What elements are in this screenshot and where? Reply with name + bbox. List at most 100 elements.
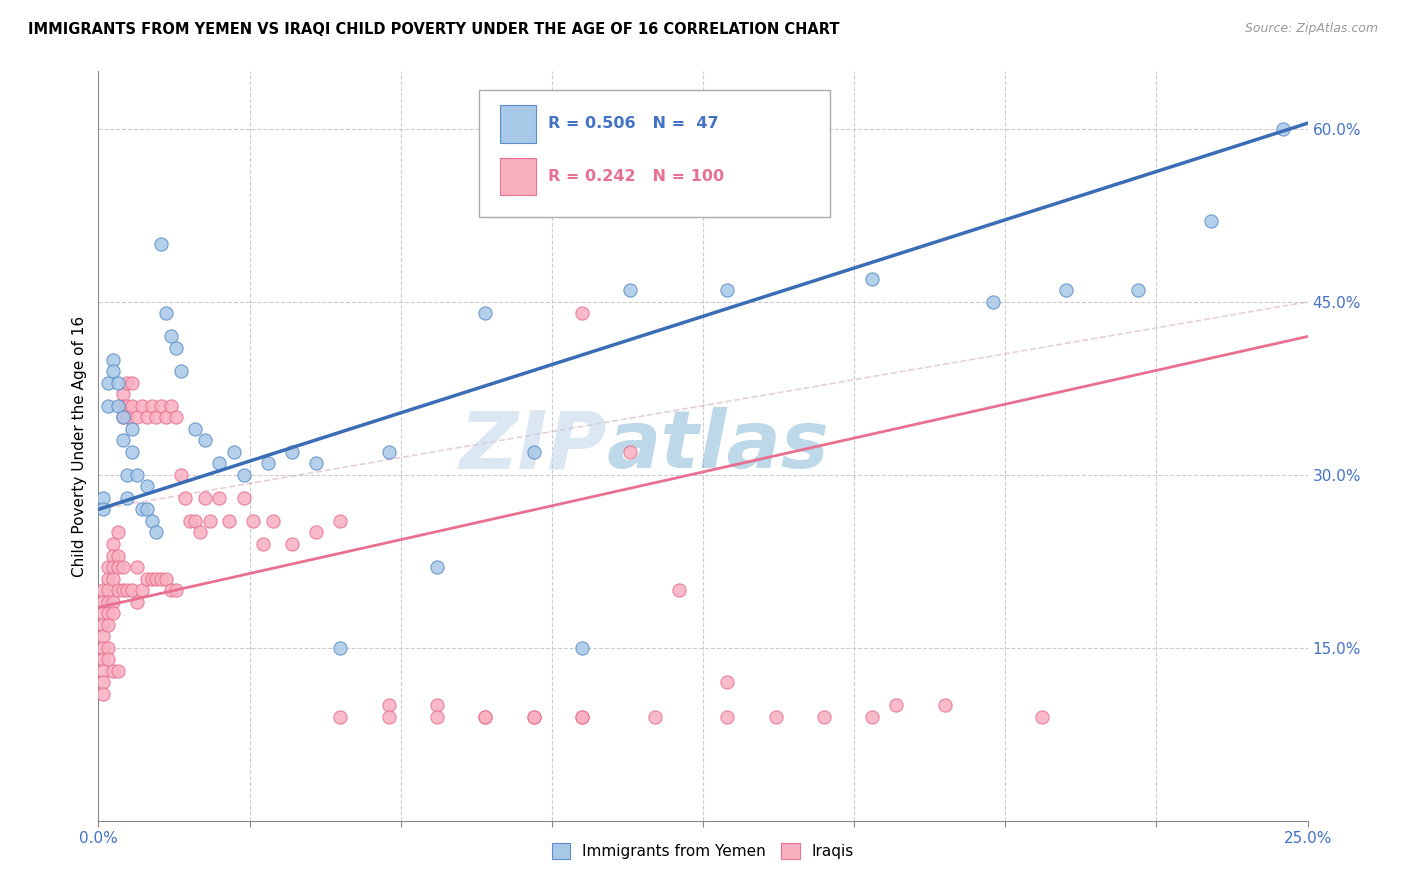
Point bbox=[131, 399, 153, 413]
Point bbox=[1199, 214, 1222, 228]
Point bbox=[141, 572, 163, 586]
Text: R = 0.242   N = 100: R = 0.242 N = 100 bbox=[548, 169, 724, 184]
Point bbox=[121, 399, 143, 413]
Point bbox=[131, 583, 153, 598]
Point bbox=[474, 710, 496, 724]
Point bbox=[135, 410, 157, 425]
Point bbox=[252, 537, 274, 551]
Point bbox=[377, 698, 399, 713]
Text: ZIP: ZIP bbox=[458, 407, 606, 485]
Point bbox=[121, 376, 143, 390]
Point bbox=[242, 514, 264, 528]
Point bbox=[101, 352, 124, 367]
Point bbox=[97, 572, 120, 586]
Point bbox=[107, 560, 129, 574]
Point bbox=[222, 444, 245, 458]
FancyBboxPatch shape bbox=[479, 90, 830, 218]
Text: R = 0.506   N =  47: R = 0.506 N = 47 bbox=[548, 116, 718, 131]
Point bbox=[97, 606, 120, 620]
Point bbox=[127, 467, 149, 482]
Point bbox=[150, 572, 173, 586]
Point bbox=[1128, 284, 1150, 298]
Point bbox=[218, 514, 240, 528]
Point bbox=[97, 652, 120, 666]
Point bbox=[107, 525, 129, 540]
Point bbox=[141, 514, 163, 528]
Point bbox=[127, 410, 149, 425]
Point bbox=[155, 572, 177, 586]
Point bbox=[111, 560, 134, 574]
Point bbox=[716, 284, 738, 298]
Point bbox=[135, 479, 157, 493]
Point bbox=[208, 456, 231, 470]
Point bbox=[716, 675, 738, 690]
Point bbox=[169, 467, 191, 482]
Text: IMMIGRANTS FROM YEMEN VS IRAQI CHILD POVERTY UNDER THE AGE OF 16 CORRELATION CHA: IMMIGRANTS FROM YEMEN VS IRAQI CHILD POV… bbox=[28, 22, 839, 37]
Point bbox=[117, 399, 139, 413]
Point bbox=[101, 560, 124, 574]
Point bbox=[111, 434, 134, 448]
Point bbox=[619, 284, 641, 298]
Point bbox=[97, 376, 120, 390]
Point bbox=[121, 444, 143, 458]
Point bbox=[145, 410, 167, 425]
Point bbox=[91, 652, 114, 666]
Legend: Immigrants from Yemen, Iraqis: Immigrants from Yemen, Iraqis bbox=[546, 838, 860, 865]
Point bbox=[179, 514, 201, 528]
Point bbox=[160, 329, 183, 343]
Text: atlas: atlas bbox=[606, 407, 830, 485]
Point bbox=[474, 306, 496, 320]
Point bbox=[127, 594, 149, 608]
Point bbox=[91, 675, 114, 690]
Point bbox=[97, 560, 120, 574]
Point bbox=[571, 710, 593, 724]
Point bbox=[329, 514, 352, 528]
Point bbox=[101, 594, 124, 608]
Point bbox=[523, 710, 546, 724]
Point bbox=[426, 560, 449, 574]
Y-axis label: Child Poverty Under the Age of 16: Child Poverty Under the Age of 16 bbox=[72, 316, 87, 576]
Point bbox=[117, 410, 139, 425]
Point bbox=[716, 710, 738, 724]
Point bbox=[97, 617, 120, 632]
Point bbox=[111, 387, 134, 401]
Point bbox=[1054, 284, 1077, 298]
Text: Source: ZipAtlas.com: Source: ZipAtlas.com bbox=[1244, 22, 1378, 36]
Point bbox=[101, 572, 124, 586]
Point bbox=[107, 376, 129, 390]
Point bbox=[165, 341, 187, 355]
Point bbox=[426, 710, 449, 724]
Point bbox=[765, 710, 787, 724]
Point bbox=[150, 237, 173, 252]
Point bbox=[232, 491, 254, 505]
Point bbox=[91, 594, 114, 608]
Point bbox=[91, 583, 114, 598]
Point bbox=[305, 525, 328, 540]
Point bbox=[523, 710, 546, 724]
Point bbox=[111, 410, 134, 425]
Point bbox=[886, 698, 908, 713]
Point bbox=[91, 606, 114, 620]
Point bbox=[174, 491, 197, 505]
Point bbox=[97, 583, 120, 598]
Point bbox=[934, 698, 956, 713]
Point bbox=[117, 583, 139, 598]
Point bbox=[860, 272, 883, 286]
Point bbox=[121, 422, 143, 436]
Point bbox=[97, 399, 120, 413]
Point bbox=[91, 629, 114, 643]
Point bbox=[305, 456, 328, 470]
Point bbox=[135, 502, 157, 516]
Point bbox=[198, 514, 221, 528]
Point bbox=[111, 410, 134, 425]
Point bbox=[256, 456, 278, 470]
Point bbox=[155, 306, 177, 320]
Point bbox=[571, 640, 593, 655]
Point bbox=[107, 399, 129, 413]
Point bbox=[194, 491, 217, 505]
Point bbox=[184, 422, 207, 436]
Point bbox=[188, 525, 211, 540]
Point bbox=[117, 376, 139, 390]
Point bbox=[377, 710, 399, 724]
Point bbox=[160, 399, 183, 413]
